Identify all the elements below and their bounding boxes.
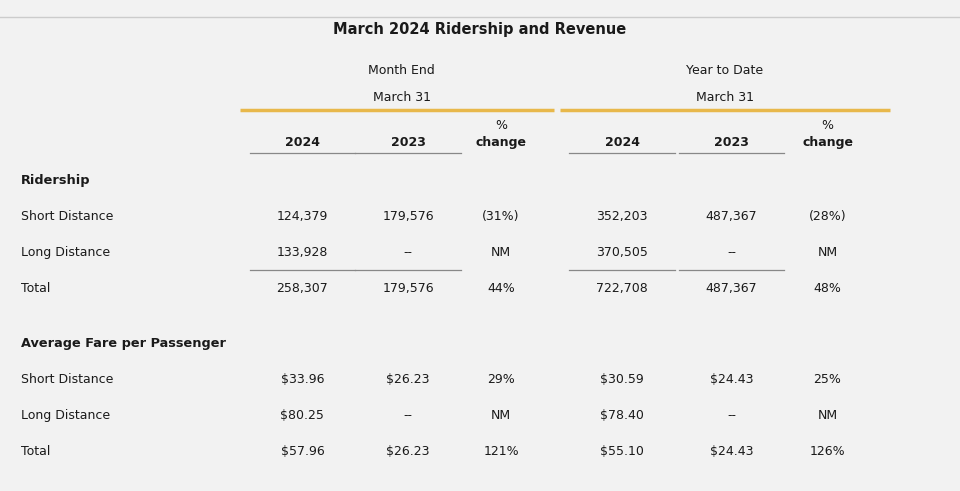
Text: Long Distance: Long Distance	[21, 246, 110, 259]
Text: 2023: 2023	[391, 136, 425, 149]
Text: $24.43: $24.43	[709, 445, 754, 458]
Text: $78.40: $78.40	[600, 409, 644, 422]
Text: 487,367: 487,367	[706, 210, 757, 223]
Text: --: --	[727, 409, 736, 422]
Text: 44%: 44%	[488, 282, 515, 295]
Text: March 31: March 31	[372, 91, 431, 104]
Text: 126%: 126%	[809, 445, 846, 458]
Text: (28%): (28%)	[808, 210, 847, 223]
Text: $80.25: $80.25	[280, 409, 324, 422]
Text: 133,928: 133,928	[276, 246, 328, 259]
Text: 29%: 29%	[488, 373, 515, 386]
Text: %: %	[495, 119, 507, 132]
Text: 179,576: 179,576	[382, 282, 434, 295]
Text: 2024: 2024	[605, 136, 639, 149]
Text: Average Fare per Passenger: Average Fare per Passenger	[21, 337, 227, 350]
Text: $55.10: $55.10	[600, 445, 644, 458]
Text: Ridership: Ridership	[21, 174, 90, 187]
Text: $33.96: $33.96	[280, 373, 324, 386]
Text: NM: NM	[492, 409, 511, 422]
Text: Total: Total	[21, 445, 51, 458]
Text: $24.43: $24.43	[709, 373, 754, 386]
Text: 124,379: 124,379	[276, 210, 328, 223]
Text: Month End: Month End	[369, 64, 435, 77]
Text: NM: NM	[818, 246, 837, 259]
Text: March 2024 Ridership and Revenue: March 2024 Ridership and Revenue	[333, 22, 627, 37]
Text: $26.23: $26.23	[386, 445, 430, 458]
Text: 48%: 48%	[813, 282, 842, 295]
Text: $30.59: $30.59	[600, 373, 644, 386]
Text: 258,307: 258,307	[276, 282, 328, 295]
Text: NM: NM	[492, 246, 511, 259]
Text: 2024: 2024	[285, 136, 320, 149]
Text: NM: NM	[818, 409, 837, 422]
Text: change: change	[802, 136, 853, 149]
Text: change: change	[475, 136, 527, 149]
Text: 121%: 121%	[483, 445, 519, 458]
Text: Total: Total	[21, 282, 51, 295]
Text: Long Distance: Long Distance	[21, 409, 110, 422]
Text: 25%: 25%	[813, 373, 842, 386]
Text: Year to Date: Year to Date	[686, 64, 763, 77]
Text: $26.23: $26.23	[386, 373, 430, 386]
Text: Short Distance: Short Distance	[21, 210, 113, 223]
Text: Short Distance: Short Distance	[21, 373, 113, 386]
Text: 722,708: 722,708	[596, 282, 648, 295]
Text: March 31: March 31	[696, 91, 754, 104]
Text: 179,576: 179,576	[382, 210, 434, 223]
Text: --: --	[403, 409, 413, 422]
Text: (31%): (31%)	[482, 210, 520, 223]
Text: --: --	[403, 246, 413, 259]
Text: 487,367: 487,367	[706, 282, 757, 295]
Text: $57.96: $57.96	[280, 445, 324, 458]
Text: %: %	[822, 119, 833, 132]
Text: --: --	[727, 246, 736, 259]
Text: 370,505: 370,505	[596, 246, 648, 259]
Text: 352,203: 352,203	[596, 210, 648, 223]
Text: 2023: 2023	[714, 136, 749, 149]
